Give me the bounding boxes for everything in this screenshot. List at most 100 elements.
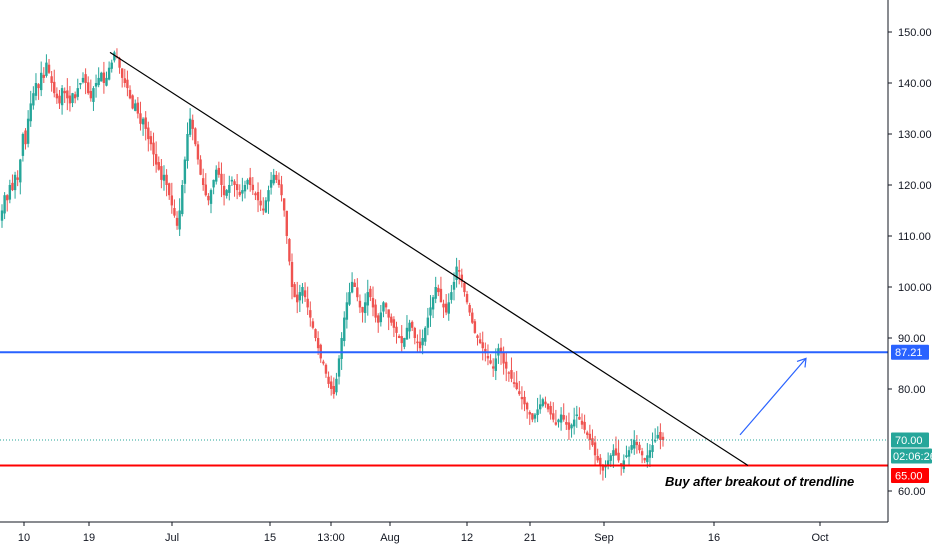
arrow-head-icon (796, 357, 807, 368)
candle-body (243, 185, 247, 192)
candle-body (596, 455, 599, 461)
candle-body (113, 52, 116, 61)
candle-body (499, 347, 503, 354)
candle-body (63, 90, 66, 94)
candle-body (536, 409, 539, 416)
price-tick-label: 80.00 (898, 384, 926, 396)
candle-body (476, 335, 479, 338)
candle-body (583, 421, 586, 430)
price-tick-label: 130.00 (898, 129, 932, 141)
candle-body (633, 440, 636, 449)
candle-body (110, 62, 113, 69)
candle-body (614, 448, 618, 456)
candle-body (298, 292, 302, 301)
candle-body (395, 326, 398, 333)
candle-body (71, 93, 74, 103)
candle-body (392, 319, 396, 328)
time-axis[interactable] (0, 522, 932, 550)
candle-body (254, 193, 257, 196)
candle-body (486, 356, 490, 359)
candle-body (228, 185, 231, 193)
candle-body (562, 415, 565, 420)
candle-body (194, 128, 197, 145)
candle-body (32, 93, 35, 106)
candle-body (120, 68, 124, 78)
candle-body (215, 169, 218, 182)
candle-body (554, 422, 558, 425)
countdown-badge: 02:06:26 (891, 448, 932, 464)
candle-body (377, 315, 380, 323)
candle-body (275, 174, 278, 180)
trendline[interactable] (109, 51, 749, 467)
candle-body (369, 288, 372, 298)
candle-body (434, 287, 437, 299)
projection-arrow[interactable] (739, 357, 807, 436)
candle-body (324, 364, 328, 374)
candle-body (384, 303, 388, 308)
candle-body (118, 58, 121, 68)
countdown-label: 02:06:26 (893, 451, 932, 463)
candle-body (646, 455, 649, 463)
time-tick-label: Oct (811, 532, 828, 544)
candle-body (442, 303, 445, 308)
price-axis-ticks: 150.00 140.00 130.00 120.00 110.00 100.00 90.0… (888, 27, 932, 498)
candle-body (358, 300, 362, 308)
candle-body (222, 185, 226, 196)
candle-body (47, 64, 51, 73)
candle-body (458, 270, 461, 272)
candle-body (416, 341, 419, 344)
last-price-badge: 70.00 (891, 432, 929, 448)
time-tick-label: Sep (594, 532, 614, 544)
candle-body (332, 386, 336, 395)
time-tick-label: 16 (708, 532, 720, 544)
candle-body (418, 341, 422, 349)
time-tick-label: 10 (18, 532, 30, 544)
candle-body (251, 184, 255, 191)
candle-body (397, 336, 401, 338)
candle-body (238, 191, 241, 196)
candle-body (259, 200, 262, 206)
candle-body (60, 88, 64, 106)
candle-body (575, 414, 578, 417)
candle-body (105, 77, 108, 86)
candle-body (107, 67, 111, 80)
candle-body (518, 391, 521, 395)
candle-body (588, 433, 592, 440)
candle-body (144, 117, 147, 129)
candle-body (345, 302, 349, 320)
candle-body (26, 118, 30, 144)
candle-body (97, 77, 100, 86)
candle-body (207, 195, 210, 201)
candle-body (431, 297, 435, 310)
candle-body (528, 411, 531, 415)
candle-body (24, 130, 27, 145)
candle-body (424, 327, 427, 342)
candle-body (335, 378, 338, 393)
candle-body (356, 287, 359, 298)
candle-body (374, 304, 377, 318)
candle-body (309, 310, 312, 318)
candle-body (173, 208, 176, 216)
candle-body (661, 436, 665, 440)
candle-body (94, 83, 98, 87)
candle-body (293, 284, 296, 298)
candle-body (79, 83, 82, 85)
annotation-text[interactable]: Buy after breakout of trendline (665, 474, 854, 489)
candle-body (288, 239, 291, 262)
candle-body (382, 302, 385, 312)
candle-body (282, 198, 286, 211)
candle-body (84, 74, 87, 83)
candle-body (8, 185, 12, 200)
candle-body (157, 162, 160, 170)
candle-body (235, 184, 239, 191)
candle-body (559, 414, 563, 423)
candle-body (89, 90, 93, 99)
time-tick-label: 15 (264, 532, 276, 544)
candle-body (45, 62, 48, 76)
candle-body (154, 154, 158, 165)
support-badge-label: 65.00 (895, 471, 923, 483)
candle-body (0, 210, 4, 221)
candle-body (131, 95, 134, 109)
candle-body (201, 178, 205, 185)
